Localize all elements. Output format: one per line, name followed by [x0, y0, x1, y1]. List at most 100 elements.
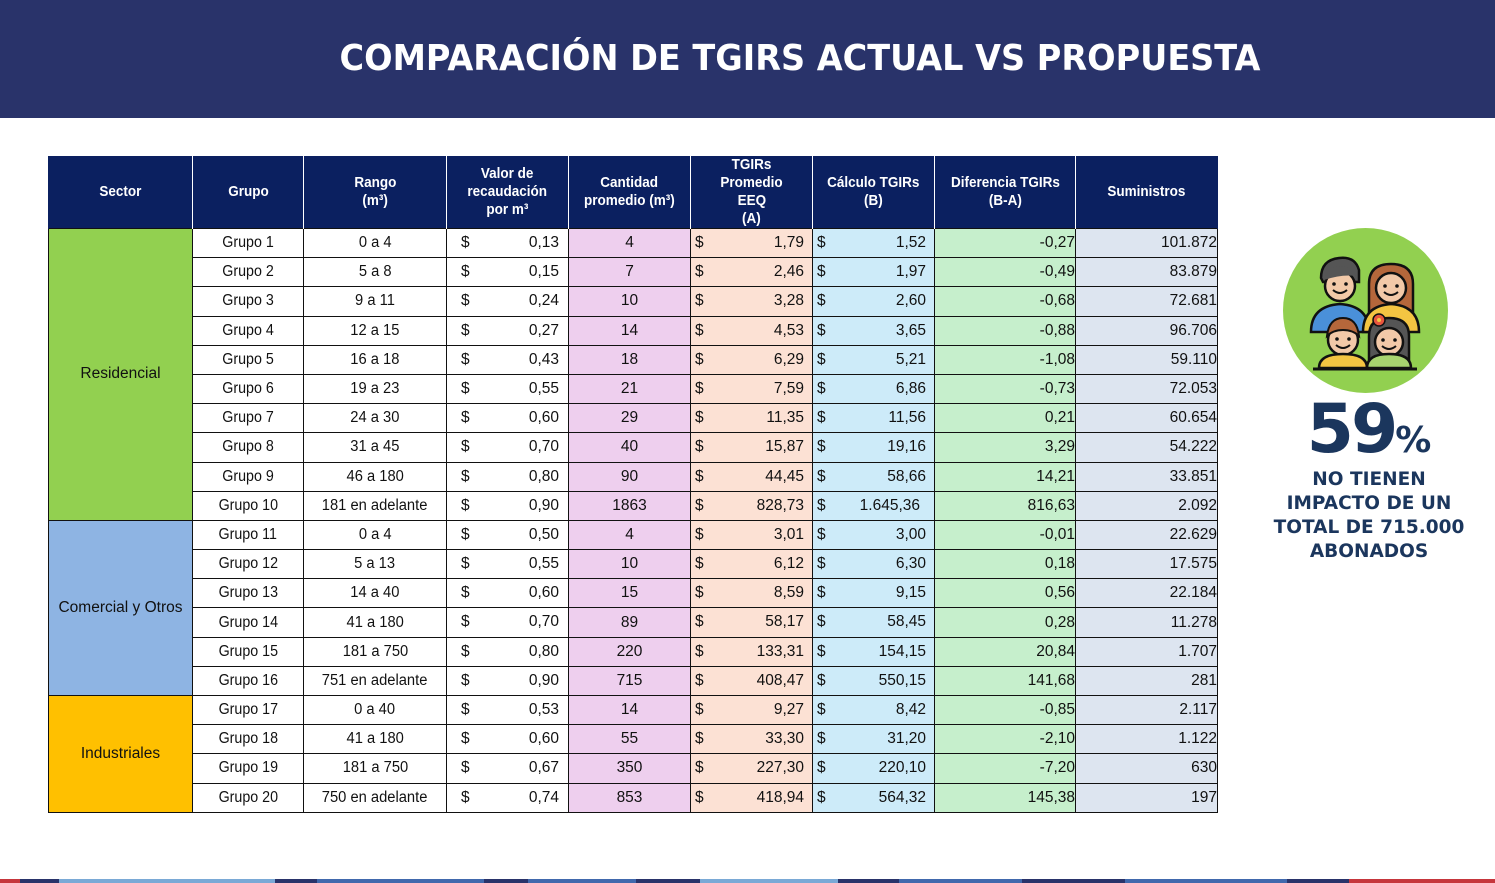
tgirs-a-cell: $227,30: [690, 753, 813, 784]
table-row: Grupo 13 14 a 40 $0,60 15 $8,59 $9,15 0,56 22.1…: [49, 578, 1218, 609]
suministros-cell: 281: [1075, 665, 1218, 697]
suministros-cell: 72.681: [1075, 286, 1218, 317]
cantidad-cell: 715: [568, 665, 691, 697]
grupo-cell: Grupo 2: [192, 257, 304, 288]
diferencia-cell: -7,20: [934, 753, 1076, 784]
tgirs-b-cell: $550,15: [812, 665, 935, 697]
cantidad-cell: 89: [568, 607, 691, 638]
suministros-cell: 17.575: [1075, 549, 1218, 580]
column-header-rango: Rango (m³): [303, 156, 447, 229]
diferencia-cell: 141,68: [934, 665, 1076, 697]
impact-text-line: NO TIENEN: [1312, 469, 1426, 490]
suministros-cell: 22.184: [1075, 578, 1218, 609]
footer-decorative-stripe: [0, 879, 1495, 883]
grupo-cell: Grupo 18: [192, 724, 304, 755]
diferencia-cell: 0,21: [934, 403, 1076, 434]
tgirs-b-cell: $8,42: [812, 694, 935, 726]
column-header-diferencia: Diferencia TGIRs (B-A): [934, 156, 1076, 229]
tgirs-a-cell: $44,45: [690, 461, 813, 492]
tgirs-b-cell: $6,86: [812, 373, 935, 405]
suministros-cell: 1.707: [1075, 636, 1218, 667]
diferencia-cell: -0,01: [934, 519, 1076, 551]
diferencia-cell: 20,84: [934, 636, 1076, 667]
cantidad-cell: 4: [568, 227, 691, 259]
tgirs-a-cell: $8,59: [690, 578, 813, 609]
table-header-row: Sector Grupo Rango (m³) Valor de recaudaci…: [48, 156, 1218, 229]
cantidad-cell: 15: [568, 578, 691, 609]
cantidad-cell: 220: [568, 636, 691, 667]
diferencia-cell: 3,29: [934, 432, 1076, 463]
valor-cell: $0,80: [446, 636, 569, 667]
column-header-tgirs-b: Cálculo TGIRs (B): [812, 156, 935, 229]
grupo-cell: Grupo 10: [192, 490, 304, 521]
suministros-cell: 1.122: [1075, 724, 1218, 755]
diferencia-cell: 816,63: [934, 490, 1076, 521]
table-row: Industriales Grupo 17 0 a 40 $0,53 14 $9,27 $8…: [48, 694, 1218, 813]
table-row: Grupo 15 181 a 750 $0,80 220 $133,31 $154,15 2…: [49, 636, 1218, 667]
suministros-cell: 72.053: [1075, 373, 1218, 405]
cantidad-cell: 18: [568, 344, 691, 375]
cantidad-cell: 853: [568, 782, 691, 813]
table-row: Grupo 5 16 a 18 $0,43 18 $6,29 $5,21 -1,08 59.1…: [49, 344, 1218, 375]
valor-cell: $0,74: [446, 782, 569, 813]
grupo-cell: Grupo 16: [192, 665, 304, 697]
table-row: Grupo 12 5 a 13 $0,55 10 $6,12 $6,30 0,18 17.57…: [49, 549, 1218, 580]
diferencia-cell: 0,28: [934, 607, 1076, 638]
suministros-cell: 2.117: [1075, 694, 1218, 726]
diferencia-cell: -0,88: [934, 315, 1076, 346]
diferencia-cell: 14,21: [934, 461, 1076, 492]
tgirs-b-cell: $1.645,36: [812, 490, 935, 521]
table-row: Grupo 7 24 a 30 $0,60 29 $11,35 $11,56 0,21 60.…: [49, 403, 1218, 434]
tgirs-b-cell: $2,60: [812, 286, 935, 317]
grupo-cell: Grupo 17: [192, 694, 304, 726]
table-row: Grupo 4 12 a 15 $0,27 14 $4,53 $3,65 -0,88 96.7…: [49, 315, 1218, 346]
suministros-cell: 54.222: [1075, 432, 1218, 463]
diferencia-cell: -0,49: [934, 257, 1076, 288]
impact-text-line: TOTAL DE 715.000: [1273, 517, 1465, 538]
column-header-tgirs-a: TGIRs Promedio EEQ (A): [690, 156, 813, 229]
cantidad-cell: 1863: [568, 490, 691, 521]
tgirs-a-cell: $9,27: [690, 694, 813, 726]
cantidad-cell: 14: [568, 315, 691, 346]
table-row: Comercial y Otros Grupo 11 0 a 4 $0,50 4 $3,0…: [48, 519, 1218, 697]
valor-cell: $0,70: [446, 607, 569, 638]
tgirs-b-cell: $3,00: [812, 519, 935, 551]
table-row: Grupo 19 181 a 750 $0,67 350 $227,30 $220,10-…: [49, 753, 1218, 784]
diferencia-cell: -2,10: [934, 724, 1076, 755]
rango-cell: 41 a 180: [303, 607, 447, 638]
valor-cell: $0,15: [446, 257, 569, 288]
tgirs-b-cell: $154,15: [812, 636, 935, 667]
rango-cell: 5 a 8: [303, 257, 447, 288]
tgirs-a-cell: $4,53: [690, 315, 813, 346]
cantidad-cell: 90: [568, 461, 691, 492]
valor-cell: $0,60: [446, 578, 569, 609]
tgirs-b-cell: $5,21: [812, 344, 935, 375]
cantidad-cell: 14: [568, 694, 691, 726]
tgirs-b-cell: $19,16: [812, 432, 935, 463]
grupo-cell: Grupo 7: [192, 403, 304, 434]
cantidad-cell: 7: [568, 257, 691, 288]
rango-cell: 750 en adelante: [303, 782, 447, 813]
suministros-cell: 22.629: [1075, 519, 1218, 551]
impact-text-line: ABONADOS: [1309, 541, 1429, 562]
valor-cell: $0,53: [446, 694, 569, 726]
cantidad-cell: 10: [568, 549, 691, 580]
valor-cell: $0,90: [446, 665, 569, 697]
grupo-cell: Grupo 8: [192, 432, 304, 463]
valor-cell: $0,50: [446, 519, 569, 551]
cantidad-cell: 4: [568, 519, 691, 551]
tgirs-a-cell: $408,47: [690, 665, 813, 697]
table-row: Grupo 14 41 a 180 $0,70 89 $58,17 $58,45 0,28 1…: [49, 607, 1218, 638]
table-row: Grupo 10 181 en adelante $0,90 1863 $828,73 $…: [49, 490, 1218, 521]
table-row: Grupo 16 751 en adelante $0,90 715 $408,47 $5…: [49, 665, 1218, 697]
diferencia-cell: -0,68: [934, 286, 1076, 317]
table-row: Grupo 6 19 a 23 $0,55 21 $7,59 $6,86 -0,73 72.0…: [49, 373, 1218, 405]
column-header-sector: Sector: [48, 156, 193, 229]
tgirs-a-cell: $6,29: [690, 344, 813, 375]
tgirs-a-cell: $2,46: [690, 257, 813, 288]
column-header-grupo: Grupo: [192, 156, 304, 229]
rango-cell: 0 a 4: [303, 519, 447, 551]
impact-description: NO TIENEN IMPACTO DE UN TOTAL DE 715.000…: [1255, 468, 1483, 564]
sector-cell: Comercial y Otros: [48, 519, 193, 697]
